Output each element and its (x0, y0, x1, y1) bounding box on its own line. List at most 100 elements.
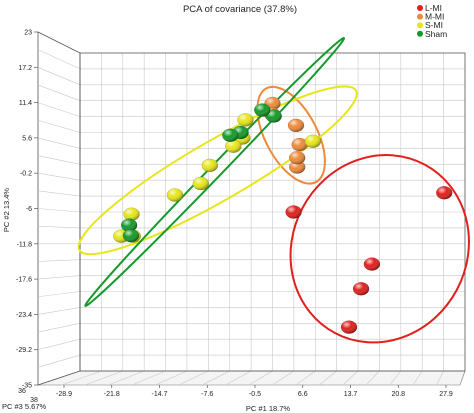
floor-grid-line (61, 370, 102, 386)
point-s-mi (225, 139, 242, 153)
floor-grid-line (412, 370, 423, 386)
point-sham (120, 218, 138, 232)
side-grid-line (37, 354, 81, 368)
side-grid-line (37, 190, 81, 197)
y-tick-label: -23.4 (16, 312, 32, 319)
point-s-mi (192, 176, 210, 191)
z-tick-label: 38 (30, 397, 38, 404)
y-axis-ticks: 23 17.2 11.4 5.6 -0.2 -6 -11.8 -17.6 -23.4 -29.2 -… (16, 30, 38, 390)
side-grid-line (37, 119, 81, 133)
point-m-mi (291, 137, 308, 152)
x-tick-label: -0.5 (249, 391, 261, 398)
point-l-mi (435, 186, 453, 200)
legend-item-l-mi: L-MI (417, 3, 442, 13)
back-wall-grid (80, 53, 465, 371)
floor-grid-line (436, 370, 444, 386)
floor-grid-line (131, 370, 166, 386)
chart-title: PCA of covariance (37.8%) (183, 4, 297, 15)
side-grid-line (37, 172, 81, 181)
floor-grid-line (155, 370, 188, 386)
side-grid-line (37, 208, 81, 213)
side-grid-line (37, 67, 81, 86)
y-tick-label: 23 (24, 30, 32, 37)
y-tick-label: -29.2 (16, 347, 32, 354)
side-grid-line (37, 323, 81, 333)
floor-grid-line (319, 370, 337, 386)
point-s-mi (166, 188, 184, 202)
left-side-plane (37, 31, 81, 386)
data-points (113, 96, 453, 334)
y-tick-label: 11.4 (19, 100, 32, 107)
point-l-mi (352, 282, 370, 296)
ellipse-s-mi (77, 85, 358, 256)
legend-item-sham: Sham (417, 29, 447, 39)
legend-label: L-MI (425, 3, 442, 13)
legend-label: Sham (425, 29, 447, 39)
y-tick-label: -35 (22, 383, 32, 390)
side-grid-line (37, 137, 81, 149)
x-tick-label: -7.6 (201, 391, 213, 398)
side-grid-line (37, 275, 81, 280)
side-grid-line (37, 155, 81, 165)
point-s-mi (201, 158, 219, 173)
floor-grid-line (248, 370, 273, 386)
point-m-mi (288, 150, 306, 165)
legend-marker (417, 30, 423, 37)
point-sham (222, 128, 239, 142)
point-s-mi (237, 113, 254, 127)
x-tick-label: 13.7 (344, 391, 358, 398)
y-tick-label: -0.2 (20, 171, 32, 178)
ellipse-m-mi (256, 85, 326, 185)
side-grid-line (37, 49, 81, 70)
y-tick-label: 17.2 (18, 65, 32, 72)
x-axis-label: PC #1 18.7% (246, 404, 291, 413)
side-grid-line (37, 291, 81, 298)
floor-grid-line (342, 370, 359, 386)
z-tick-label: 36 (18, 388, 26, 395)
point-sham (122, 228, 140, 243)
z-axis-label: PC #3 5.67% (2, 402, 47, 411)
floor-grid-line (84, 370, 123, 386)
legend-item-s-mi: S-MI (417, 20, 443, 30)
point-sham (254, 103, 271, 117)
point-l-mi (363, 257, 381, 271)
legend-marker (417, 22, 423, 29)
y-tick-label: -6 (26, 206, 32, 213)
floor-grid-line (295, 370, 316, 386)
side-grid-line (37, 259, 81, 262)
point-m-mi (287, 118, 305, 133)
floor-grid-line (366, 370, 380, 386)
x-tick-label: 27.9 (439, 391, 453, 398)
side-grid-line (37, 102, 81, 117)
floor-grid-line (272, 370, 295, 386)
floor-grid-line (201, 370, 230, 386)
legend-label: S-MI (425, 20, 443, 30)
side-grid-line (37, 307, 81, 315)
ellipse-sham (84, 36, 346, 307)
point-s-mi (304, 134, 322, 149)
floor-grid-line (178, 370, 209, 386)
side-grid-line (37, 225, 81, 229)
z-axis-ticks: 36 38 (18, 388, 38, 404)
x-tick-label: -21.8 (104, 391, 120, 398)
legend-item-m-mi: M-MI (417, 12, 444, 22)
y-tick-label: -11.8 (17, 241, 33, 248)
y-tick-label: 5.6 (22, 135, 32, 142)
point-s-mi (123, 207, 140, 221)
floor-grid-line (108, 370, 145, 386)
point-l-mi (340, 320, 358, 334)
legend-marker (417, 13, 423, 20)
x-tick-label: -14.7 (152, 391, 168, 398)
x-axis-ticks: -28.9 -21.8 -14.7 -7.6 -0.5 6.6 13.7 20.8 27.9 (56, 385, 453, 398)
x-tick-label: 6.6 (298, 391, 308, 398)
floor-grid-line (389, 370, 402, 386)
x-tick-label: 20.8 (391, 391, 405, 398)
legend-marker (417, 5, 423, 11)
point-sham (265, 109, 282, 123)
floor-grid-line (225, 370, 252, 386)
point-l-mi (285, 205, 302, 219)
ellipse-l-mi (289, 154, 470, 344)
side-grid-line (37, 338, 81, 350)
